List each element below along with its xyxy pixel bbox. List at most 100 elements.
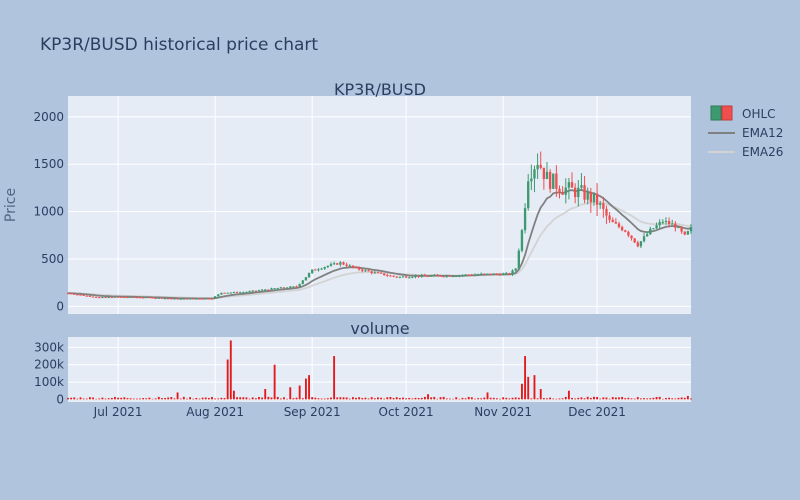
volume-bar (132, 398, 135, 400)
volume-bar (505, 397, 508, 400)
volume-bar (458, 398, 461, 400)
candle (311, 269, 314, 274)
volume-bar (665, 398, 667, 400)
candle (555, 165, 558, 197)
candle (517, 248, 520, 270)
volume-bar (524, 356, 527, 400)
candle (95, 296, 98, 298)
candle (480, 272, 483, 275)
volume-bar (439, 397, 442, 400)
volume-bar (110, 397, 113, 400)
candle (323, 266, 326, 270)
ohlc-candles (66, 151, 693, 300)
volume-bar (308, 375, 310, 400)
volume-bar (602, 397, 605, 400)
candle (408, 276, 411, 279)
legend-ohlc[interactable]: OHLC (710, 105, 776, 121)
candle (123, 296, 126, 298)
price-y-tick-label: 2000 (33, 110, 64, 124)
candle (110, 296, 114, 299)
volume-bar (671, 398, 674, 400)
candle (245, 291, 248, 293)
candle (455, 275, 458, 278)
volume-bar (292, 398, 295, 400)
volume-bar (182, 396, 185, 400)
candle (170, 298, 173, 300)
candle (289, 286, 292, 288)
candle (317, 268, 320, 272)
volume-bar (552, 398, 555, 400)
volume-bar (608, 398, 611, 400)
candle (104, 296, 107, 299)
x-tick-label: Dec 2021 (568, 405, 626, 419)
candle (649, 226, 652, 236)
price-plot-area (68, 96, 691, 314)
candle (583, 176, 586, 204)
volume-bar (580, 397, 583, 400)
volume-bar (229, 340, 232, 400)
volume-bar (139, 398, 141, 400)
volume-bar (652, 397, 655, 400)
candle (273, 288, 276, 290)
volume-bar (427, 394, 429, 400)
volume-bar (514, 397, 517, 400)
candle (420, 273, 423, 278)
price-subplot-title: KP3R/BUSD (334, 80, 426, 99)
candle (254, 290, 258, 292)
candle (439, 275, 442, 277)
candle (398, 276, 402, 279)
volume-bar (339, 397, 342, 400)
candle (141, 297, 145, 299)
candle (467, 274, 470, 277)
candle (332, 261, 336, 265)
candle (367, 269, 370, 272)
volume-bar (248, 398, 251, 400)
volume-bar (499, 398, 501, 400)
legend[interactable]: OHLC EMA12 EMA26 (708, 105, 783, 159)
volume-bar (423, 396, 426, 400)
candle (489, 273, 492, 276)
volume-bar (502, 397, 505, 400)
x-tick-label: Aug 2021 (186, 405, 244, 419)
candle (251, 290, 254, 292)
volume-bar (633, 398, 636, 400)
volume-y-ticks: 0 100k 200k 300k (34, 340, 64, 406)
candle (592, 193, 596, 206)
legend-ema12[interactable]: EMA12 (708, 126, 783, 140)
volume-y-tick-label: 300k (34, 340, 64, 354)
candle (689, 224, 693, 235)
candle (508, 272, 511, 276)
candle (270, 287, 273, 290)
candle (483, 273, 486, 275)
volume-bar (639, 398, 642, 400)
candle (336, 262, 339, 265)
volume-bar (489, 397, 492, 400)
volume-bar (261, 397, 264, 400)
candle (417, 275, 420, 278)
candle (523, 203, 527, 234)
volume-bar (395, 397, 398, 400)
volume-bar (283, 397, 285, 400)
candle (401, 275, 405, 278)
candle (599, 200, 602, 209)
candle (314, 268, 317, 271)
candle (558, 185, 561, 199)
volume-bar (226, 359, 229, 400)
volume-bar (530, 398, 533, 400)
candle (520, 228, 524, 253)
volume-bar (358, 397, 361, 400)
volume-bar (279, 398, 282, 400)
volume-bar (495, 398, 498, 400)
candle (376, 271, 380, 274)
volume-bar (164, 398, 166, 400)
candle (301, 279, 304, 285)
volume-bar (677, 397, 680, 400)
candle (567, 177, 571, 200)
candle (677, 226, 680, 229)
candle (198, 298, 201, 300)
candle (345, 262, 348, 268)
volume-bar (336, 397, 339, 400)
candle (536, 153, 539, 179)
legend-ema26[interactable]: EMA26 (708, 145, 783, 159)
candle (605, 205, 608, 224)
